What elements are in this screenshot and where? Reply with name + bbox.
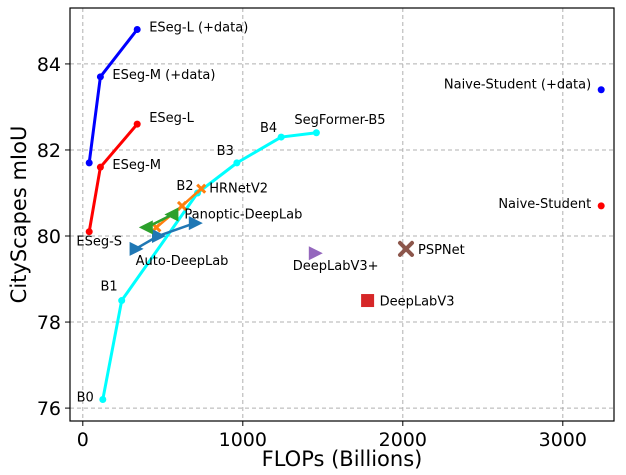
data-label-pspnet: PSPNet xyxy=(418,243,465,258)
data-point-autodeeplab xyxy=(188,216,203,231)
series-segformer xyxy=(99,129,320,403)
data-label-autodeeplab: Auto-DeepLab xyxy=(136,254,229,269)
data-label-eseg: ESeg-L xyxy=(149,111,194,126)
data-point-deeplabv3 xyxy=(361,294,375,308)
y-tick-label: 76 xyxy=(37,398,61,420)
data-label-eseg: ESeg-M xyxy=(112,158,161,173)
data-point-naive xyxy=(597,202,605,210)
series-line-eseg xyxy=(87,122,139,234)
data-label-eseg_data: ESeg-M (+data) xyxy=(112,68,215,83)
data-label-segformer: B3 xyxy=(217,144,234,159)
series-deeplabv3plus xyxy=(308,246,323,261)
data-point-eseg_data xyxy=(133,26,141,34)
y-tick-label: 82 xyxy=(37,140,61,162)
y-tick-label: 84 xyxy=(37,54,61,76)
y-tick-label: 80 xyxy=(37,226,61,248)
data-label-segformer: B4 xyxy=(260,121,277,136)
data-point-eseg_data xyxy=(85,159,93,167)
data-label-panoptic: Panoptic-DeepLab xyxy=(184,208,302,223)
y-axis-label: CityScapes mIoU xyxy=(7,126,31,304)
data-label-naive: Naive-Student xyxy=(498,197,591,212)
data-label-segformer: B2 xyxy=(176,179,193,194)
data-point-segformer xyxy=(312,129,320,137)
x-tick-label: 2000 xyxy=(379,429,427,451)
data-point-panoptic xyxy=(164,207,179,222)
data-point-panoptic xyxy=(138,220,153,235)
data-point-autodeeplab xyxy=(129,241,144,256)
data-point-pspnet xyxy=(398,240,414,257)
y-tick-label: 78 xyxy=(37,312,61,334)
data-point-eseg xyxy=(85,228,93,236)
data-point-segformer xyxy=(233,159,241,167)
series-panoptic xyxy=(138,207,179,235)
data-point-segformer xyxy=(118,297,126,305)
series-line-eseg_data xyxy=(87,28,139,165)
data-point-autodeeplab xyxy=(152,229,166,244)
data-point-eseg xyxy=(133,120,141,128)
x-tick-label: 1000 xyxy=(219,429,267,451)
data-point-eseg xyxy=(96,163,104,171)
data-point-hrnet xyxy=(176,200,188,211)
ticks: 0 1000 2000 3000 76 78 80 82 84 xyxy=(37,54,587,451)
series-deeplabv3 xyxy=(361,294,375,308)
data-point-naive_data xyxy=(597,86,605,94)
data-label-segformer: SegFormer-B5 xyxy=(294,113,385,128)
data-label-segformer: B1 xyxy=(100,280,117,295)
series-autodeeplab xyxy=(129,216,203,256)
series-line-segformer xyxy=(101,131,318,401)
data-point-segformer xyxy=(99,395,107,403)
data-point-hrnet xyxy=(196,183,207,194)
series-layer xyxy=(85,26,605,403)
data-point-deeplabv3plus xyxy=(308,246,323,261)
grid xyxy=(70,8,614,421)
data-label-hrnet: HRNetV2 xyxy=(209,182,268,197)
series-eseg_data xyxy=(85,26,141,167)
data-label-naive_data: Naive-Student (+data) xyxy=(444,78,591,93)
annotation-layer: B0 B1 B2 B3 B4 SegFormer-B5 HRNetV2 Auto-DeepLa… xyxy=(76,21,591,406)
series-naive xyxy=(597,202,605,210)
series-naive_data xyxy=(597,86,605,94)
data-label-eseg_data: ESeg-L (+data) xyxy=(149,21,248,36)
x-tick-label: 3000 xyxy=(539,429,587,451)
data-point-segformer xyxy=(277,133,285,141)
data-label-deeplabv3plus: DeepLabV3+ xyxy=(293,259,379,274)
x-tick-label: 0 xyxy=(77,429,89,451)
series-pspnet xyxy=(398,240,414,257)
data-label-segformer: B0 xyxy=(77,390,94,405)
series-eseg xyxy=(85,120,141,236)
data-point-eseg_data xyxy=(96,73,104,81)
data-label-eseg: ESeg-S xyxy=(76,235,122,250)
x-axis-label: FLOPs (Billions) xyxy=(262,447,423,471)
data-label-deeplabv3: DeepLabV3 xyxy=(380,295,455,310)
plot-frame xyxy=(69,7,615,422)
